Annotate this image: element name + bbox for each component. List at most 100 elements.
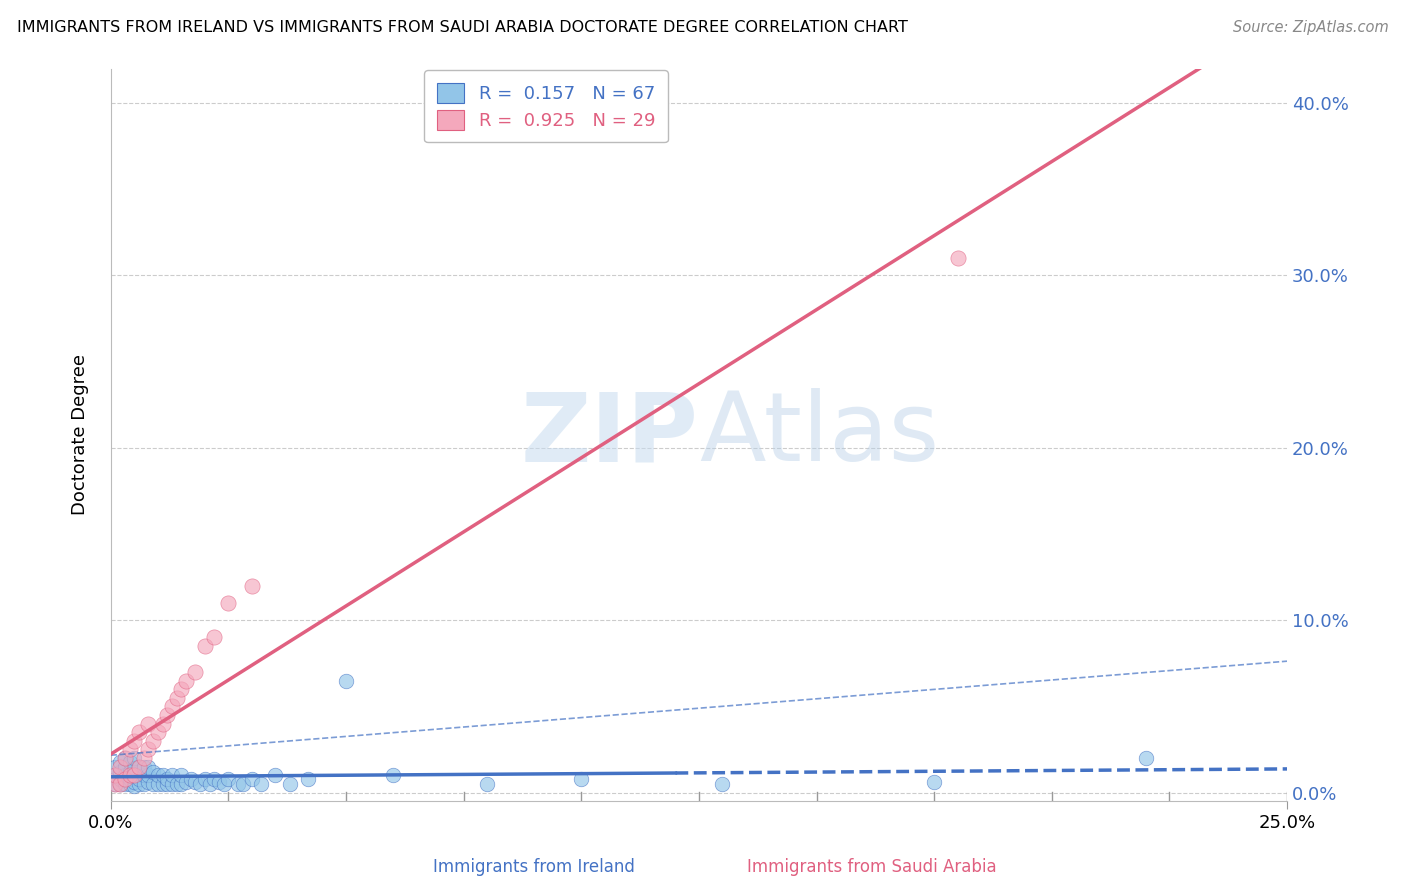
Point: [138, 768, 160, 782]
Text: Atlas: Atlas: [699, 388, 939, 482]
Point: [128, 760, 150, 774]
Point: [212, 777, 235, 791]
Point: [104, 768, 127, 782]
Point: [250, 777, 273, 791]
Point: [104, 777, 127, 791]
Point: [170, 768, 193, 782]
Text: Immigrants from Saudi Arabia: Immigrants from Saudi Arabia: [747, 858, 997, 876]
Point: [174, 673, 197, 688]
Point: [124, 734, 146, 748]
Point: [217, 596, 239, 610]
Point: [104, 777, 127, 791]
Text: ZIP: ZIP: [522, 388, 699, 482]
Point: [142, 777, 165, 791]
Point: [118, 777, 141, 791]
Point: [104, 760, 127, 774]
Point: [124, 751, 146, 765]
Point: [156, 772, 179, 786]
Point: [138, 742, 160, 756]
Point: [278, 777, 301, 791]
Point: [128, 760, 150, 774]
Point: [132, 760, 155, 774]
Point: [152, 777, 174, 791]
Point: [240, 772, 263, 786]
Point: [108, 777, 131, 791]
Point: [198, 777, 221, 791]
Point: [114, 768, 136, 782]
Point: [132, 777, 155, 791]
Point: [108, 764, 131, 779]
Point: [114, 760, 136, 774]
Point: [128, 777, 150, 791]
Point: [124, 768, 146, 782]
Point: [132, 768, 155, 782]
Point: [297, 772, 319, 786]
Point: [194, 772, 217, 786]
Point: [108, 755, 131, 769]
Point: [194, 639, 217, 653]
Point: [118, 772, 141, 786]
Point: [202, 772, 225, 786]
Y-axis label: Doctorate Degree: Doctorate Degree: [72, 354, 89, 516]
Point: [124, 779, 146, 793]
Point: [382, 768, 405, 782]
Point: [156, 777, 179, 791]
Point: [922, 775, 945, 789]
Point: [226, 777, 249, 791]
Point: [138, 760, 160, 774]
Point: [174, 775, 197, 789]
Text: IMMIGRANTS FROM IRELAND VS IMMIGRANTS FROM SAUDI ARABIA DOCTORATE DEGREE CORRELA: IMMIGRANTS FROM IRELAND VS IMMIGRANTS FR…: [17, 20, 908, 35]
Point: [114, 772, 136, 786]
Point: [160, 768, 183, 782]
Point: [152, 768, 174, 782]
Point: [118, 768, 141, 782]
Point: [124, 761, 146, 775]
Point: [231, 777, 253, 791]
Point: [142, 764, 165, 779]
Point: [166, 690, 188, 705]
Legend: R =  0.157   N = 67, R =  0.925   N = 29: R = 0.157 N = 67, R = 0.925 N = 29: [425, 70, 668, 143]
Point: [202, 631, 225, 645]
Point: [128, 725, 150, 739]
Point: [1135, 751, 1157, 765]
Text: Immigrants from Ireland: Immigrants from Ireland: [433, 858, 636, 876]
Point: [946, 251, 969, 265]
Point: [142, 734, 165, 748]
Point: [208, 775, 231, 789]
Point: [477, 777, 499, 791]
Point: [104, 768, 127, 782]
Point: [114, 772, 136, 786]
Point: [124, 775, 146, 789]
Point: [240, 579, 263, 593]
Point: [180, 772, 202, 786]
Point: [118, 742, 141, 756]
Point: [152, 716, 174, 731]
Point: [188, 777, 211, 791]
Point: [160, 699, 183, 714]
Point: [184, 665, 207, 679]
Point: [264, 768, 287, 782]
Point: [146, 777, 169, 791]
Point: [108, 777, 131, 791]
Point: [108, 772, 131, 786]
Point: [132, 751, 155, 765]
Point: [166, 777, 188, 791]
Point: [335, 673, 357, 688]
Point: [108, 760, 131, 774]
Point: [138, 716, 160, 731]
Point: [124, 768, 146, 782]
Point: [128, 772, 150, 786]
Point: [118, 755, 141, 769]
Point: [114, 751, 136, 765]
Point: [711, 777, 734, 791]
Point: [114, 777, 136, 791]
Point: [146, 768, 169, 782]
Point: [217, 772, 239, 786]
Point: [156, 708, 179, 723]
Point: [184, 775, 207, 789]
Text: Source: ZipAtlas.com: Source: ZipAtlas.com: [1233, 20, 1389, 35]
Point: [114, 751, 136, 765]
Point: [170, 777, 193, 791]
Point: [146, 725, 169, 739]
Point: [138, 775, 160, 789]
